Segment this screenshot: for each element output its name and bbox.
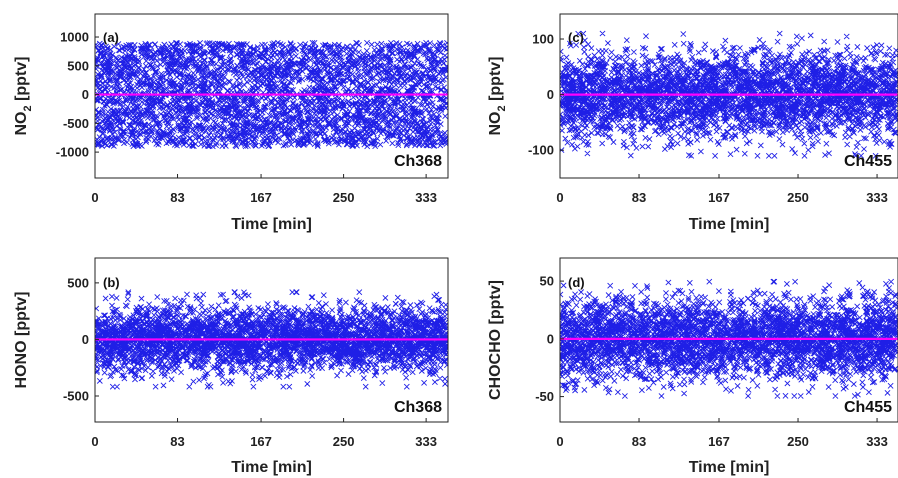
y-tick-label: 1000 bbox=[60, 30, 89, 45]
y-tick-label: -100 bbox=[528, 143, 554, 158]
y-tick-label: 50 bbox=[540, 274, 554, 289]
x-tick-label: 333 bbox=[415, 434, 437, 449]
scatter-series-b bbox=[95, 289, 448, 390]
x-tick-label: 0 bbox=[91, 434, 98, 449]
x-tick-label: 83 bbox=[632, 434, 646, 449]
x-axis-label: Time [min] bbox=[231, 216, 312, 233]
x-tick-label: 83 bbox=[170, 190, 184, 205]
y-tick-label: 0 bbox=[82, 87, 89, 102]
y-tick-label: 100 bbox=[532, 32, 554, 47]
panel-label: (d) bbox=[568, 275, 585, 290]
x-axis-label: Time [min] bbox=[689, 459, 770, 476]
x-tick-label: 250 bbox=[333, 190, 355, 205]
x-axis-label: Time [min] bbox=[689, 216, 770, 233]
panel-label: (c) bbox=[568, 30, 584, 45]
y-tick-label: -1000 bbox=[56, 145, 89, 160]
y-axis-label: NO2 [pptv] bbox=[13, 57, 34, 136]
x-tick-label: 333 bbox=[866, 434, 888, 449]
panel-label: (b) bbox=[103, 275, 120, 290]
x-tick-label: 167 bbox=[708, 190, 730, 205]
x-axis-label: Time [min] bbox=[231, 459, 312, 476]
x-tick-label: 250 bbox=[787, 434, 809, 449]
y-tick-label: -500 bbox=[63, 116, 89, 131]
data-point-markers bbox=[95, 289, 448, 390]
panel-label: (a) bbox=[103, 30, 119, 45]
y-tick-label: 500 bbox=[67, 58, 89, 73]
y-tick-label: -500 bbox=[63, 388, 89, 403]
x-tick-label: 83 bbox=[632, 190, 646, 205]
plot-frame bbox=[559, 257, 898, 423]
plot-frame bbox=[559, 13, 898, 179]
x-tick-label: 0 bbox=[556, 434, 563, 449]
scatter-series-c bbox=[560, 30, 898, 159]
scatter-series-d bbox=[560, 278, 898, 399]
channel-label: Ch455 bbox=[844, 399, 892, 416]
y-tick-label: 0 bbox=[547, 87, 554, 102]
data-point-markers bbox=[560, 30, 898, 159]
scatter-series-a bbox=[95, 39, 448, 150]
plot-frame bbox=[94, 257, 449, 423]
y-axis-label: NO2 [pptv] bbox=[487, 57, 508, 136]
channel-label: Ch455 bbox=[844, 153, 892, 170]
x-tick-label: 333 bbox=[866, 190, 888, 205]
y-tick-label: -50 bbox=[535, 389, 554, 404]
x-tick-label: 83 bbox=[170, 434, 184, 449]
x-tick-label: 167 bbox=[250, 190, 272, 205]
y-tick-label: 0 bbox=[82, 332, 89, 347]
x-tick-label: 250 bbox=[787, 190, 809, 205]
panel-c: 0 83 167 250 333 100 0 -100 Time [min] NO2 [pptv]… bbox=[487, 13, 898, 233]
panel-b: 0 83 167 250 333 500 0 -500 Time [min] HONO [pptv… bbox=[13, 257, 449, 476]
x-tick-label: 167 bbox=[250, 434, 272, 449]
panel-a: 0 83 167 250 333 1000 500 0 -500 -1000 Time [min] N… bbox=[13, 13, 449, 233]
x-tick-label: 0 bbox=[556, 190, 563, 205]
y-axis-label: CHOCHO [pptv] bbox=[487, 280, 504, 400]
x-tick-label: 333 bbox=[415, 190, 437, 205]
x-tick-label: 250 bbox=[333, 434, 355, 449]
channel-label: Ch368 bbox=[394, 399, 442, 416]
plot-frame bbox=[94, 13, 449, 179]
data-point-markers bbox=[560, 278, 898, 399]
data-point-markers bbox=[95, 39, 448, 150]
x-tick-label: 0 bbox=[91, 190, 98, 205]
y-tick-label: 0 bbox=[547, 331, 554, 346]
y-axis-label: HONO [pptv] bbox=[13, 292, 30, 389]
y-tick-label: 500 bbox=[67, 275, 89, 290]
panel-d: 0 83 167 250 333 50 0 -50 Time [min] CHOCHO [pptv… bbox=[487, 257, 898, 476]
x-tick-label: 167 bbox=[708, 434, 730, 449]
channel-label: Ch368 bbox=[394, 153, 442, 170]
